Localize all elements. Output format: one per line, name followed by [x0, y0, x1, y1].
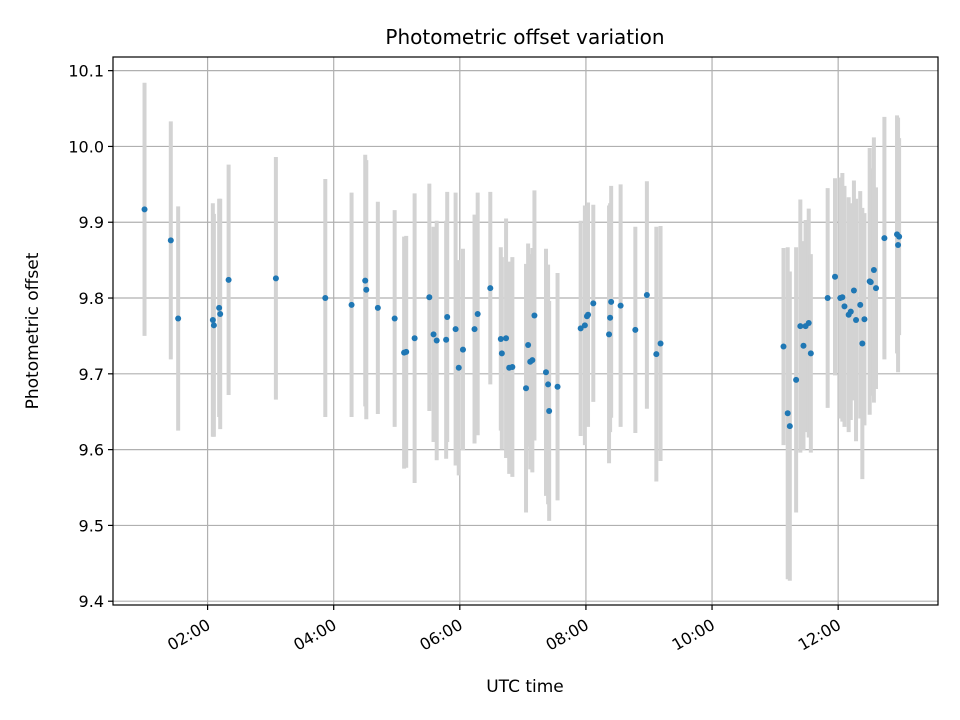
data-point [529, 357, 536, 364]
data-point [839, 294, 846, 301]
data-point [861, 316, 868, 323]
y-tick-label: 9.5 [79, 516, 104, 535]
data-point [487, 285, 494, 292]
data-point [554, 383, 561, 390]
data-point [895, 241, 902, 248]
data-point [657, 340, 664, 347]
data-point [167, 237, 174, 244]
data-point [503, 335, 510, 342]
data-point [606, 331, 613, 338]
y-tick-label: 10.0 [68, 137, 104, 156]
data-point [216, 304, 223, 311]
data-point [800, 342, 807, 349]
data-point [585, 311, 592, 318]
data-point [870, 266, 877, 273]
data-point [859, 340, 866, 347]
data-point [217, 310, 224, 317]
data-point [607, 314, 614, 321]
data-point [498, 350, 505, 357]
y-tick-label: 9.8 [79, 289, 104, 308]
data-point [403, 348, 410, 355]
chart-title: Photometric offset variation [385, 25, 664, 49]
data-point [867, 279, 874, 286]
data-point [797, 323, 804, 330]
data-point [841, 303, 848, 310]
data-point [807, 350, 814, 357]
data-point [474, 310, 481, 317]
data-point [643, 291, 650, 298]
y-tick-label: 9.7 [79, 365, 104, 384]
y-axis-title: Photometric offset [23, 252, 43, 409]
data-point [824, 295, 831, 302]
data-point [497, 335, 504, 342]
plot-frame [112, 56, 939, 606]
data-point [881, 235, 888, 242]
data-point [411, 335, 418, 342]
y-tick-label: 9.4 [79, 592, 104, 611]
data-point [430, 331, 437, 338]
data-point [509, 364, 516, 371]
data-point [847, 308, 854, 315]
data-point [471, 326, 478, 333]
data-point [210, 322, 217, 329]
data-point [850, 287, 857, 294]
data-point [805, 320, 812, 327]
y-tick-label: 10.1 [68, 62, 104, 81]
data-point [443, 336, 450, 343]
data-point [581, 322, 588, 329]
data-point [546, 407, 553, 414]
data-point [784, 410, 791, 417]
data-point [896, 233, 903, 240]
data-point [525, 342, 532, 349]
data-point-layer [141, 206, 903, 430]
data-point [444, 313, 451, 320]
data-point [590, 300, 597, 307]
data-point [832, 273, 839, 280]
data-point [426, 294, 433, 301]
data-point [786, 423, 793, 430]
data-point [531, 312, 538, 319]
data-point [617, 302, 624, 309]
data-point [272, 275, 279, 282]
data-point [545, 381, 552, 388]
y-tick-label: 9.6 [79, 441, 104, 460]
data-point [175, 315, 182, 322]
data-point [632, 326, 639, 333]
data-point [452, 326, 459, 333]
data-point [433, 337, 440, 344]
data-point [209, 317, 216, 324]
data-point [608, 298, 615, 305]
data-point [374, 304, 381, 311]
x-axis-title: UTC time [486, 677, 564, 697]
data-point [459, 346, 466, 353]
data-point [542, 369, 549, 376]
data-point [225, 276, 232, 283]
data-point [322, 295, 329, 302]
data-point [523, 385, 530, 392]
data-point [853, 317, 860, 324]
data-point [391, 315, 398, 322]
data-point [455, 364, 462, 371]
data-point [363, 286, 370, 293]
data-point [857, 301, 864, 308]
data-point [793, 376, 800, 383]
data-point [362, 277, 369, 284]
data-point [577, 325, 584, 332]
y-tick-label: 9.9 [79, 213, 104, 232]
y-axis-ticks: 9.4 9.5 9.6 9.7 9.8 9.9 10.0 10.1 [68, 62, 113, 611]
data-point [780, 343, 787, 350]
data-point [653, 351, 660, 358]
data-point [872, 285, 879, 292]
data-point [348, 301, 355, 308]
data-point [141, 206, 148, 213]
